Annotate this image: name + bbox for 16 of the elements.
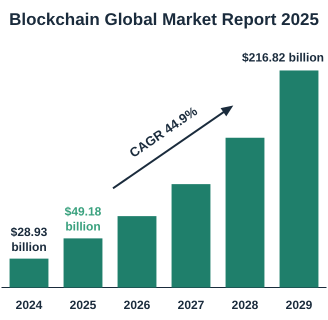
bar (10, 258, 48, 288)
chart-title: Blockchain Global Market Report 2025 (9, 10, 319, 29)
x-tick-label: 2029 (286, 298, 313, 312)
x-tick-label: 2028 (232, 298, 259, 312)
bar (118, 216, 156, 288)
bar (280, 70, 318, 288)
bar (226, 138, 264, 288)
bar (64, 238, 102, 288)
data-label: $28.93 billion (10, 224, 48, 254)
bar (172, 184, 210, 288)
x-tick-label: 2026 (124, 298, 151, 312)
data-label: $216.82 billion (242, 50, 324, 65)
data-label: $49.18 billion (64, 204, 102, 234)
x-tick-label: 2025 (70, 298, 97, 312)
x-tick-label: 2024 (16, 298, 43, 312)
x-tick-label: 2027 (178, 298, 205, 312)
